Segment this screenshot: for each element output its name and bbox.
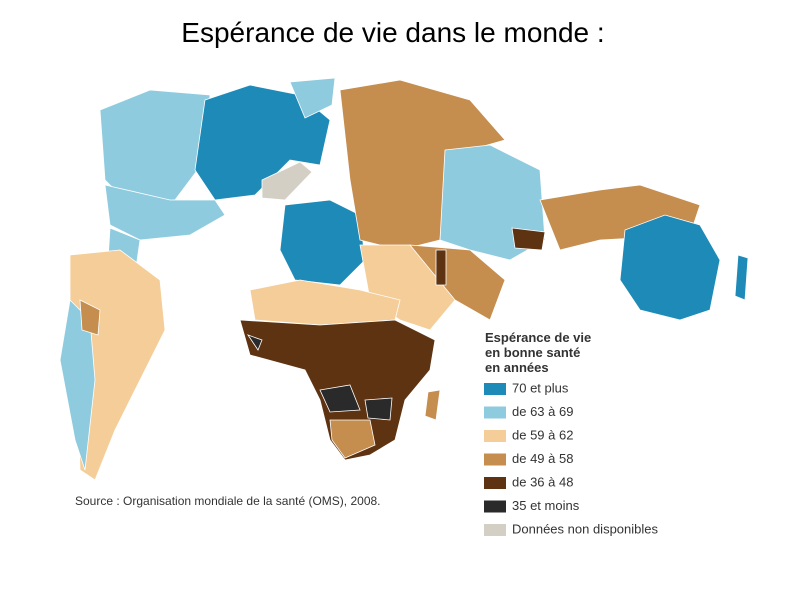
- source: Source : Organisation mondiale de la san…: [75, 494, 381, 508]
- legend-label: 35 et moins: [512, 498, 580, 513]
- legend-title: en bonne santé: [485, 345, 580, 360]
- world-map: [59, 77, 749, 481]
- legend-swatch: [484, 500, 506, 513]
- legend-title: en années: [485, 360, 549, 375]
- legend-swatch: [484, 406, 506, 419]
- legend-swatch: [484, 383, 506, 395]
- legend-swatch: [484, 430, 506, 442]
- legend-title: Espérance de vie: [485, 330, 591, 345]
- legend-label: de 59 à 62: [512, 427, 573, 442]
- legend-label: de 49 à 58: [512, 451, 573, 466]
- legend-label: de 63 à 69: [512, 404, 573, 419]
- legend-box: [478, 322, 703, 517]
- legend-label: de 36 à 48: [512, 474, 573, 489]
- legend-label: 70 et plus: [512, 380, 569, 395]
- title: Espérance de vie dans le monde :: [181, 17, 604, 48]
- legend-swatch: [484, 453, 506, 466]
- legend-swatch: [484, 477, 506, 489]
- legend-swatch: [484, 524, 506, 536]
- legend-label: Données non disponibles: [512, 521, 658, 536]
